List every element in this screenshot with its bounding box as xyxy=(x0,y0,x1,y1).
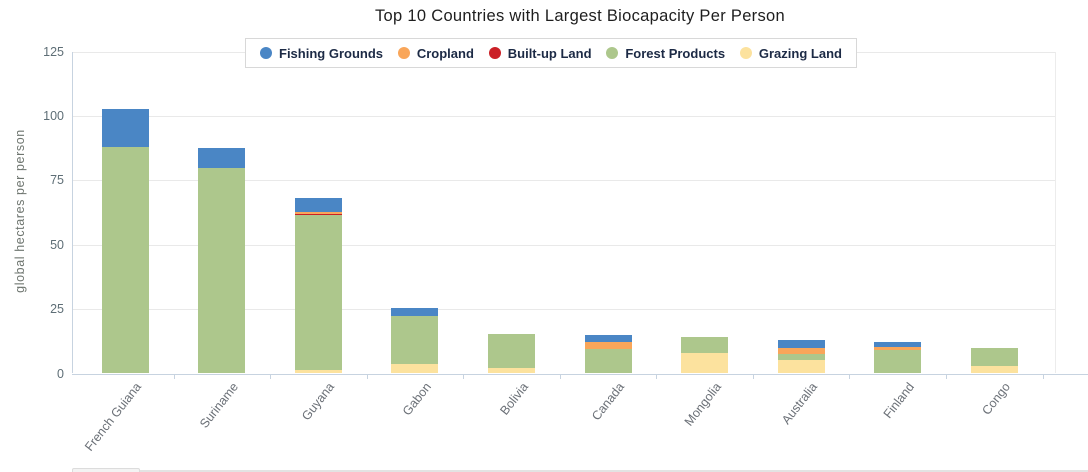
bar-segment-grazing_land-mongolia[interactable] xyxy=(681,352,729,374)
legend-label-built_up_land: Built-up Land xyxy=(507,45,592,61)
bar-segment-fishing_grounds-guyana[interactable] xyxy=(294,198,342,213)
legend-swatch-fishing_grounds xyxy=(260,47,272,59)
bar-segment-fishing_grounds-gabon[interactable] xyxy=(391,308,439,317)
gridline-y-25 xyxy=(72,309,1055,311)
x-axis-label-canada: Canada xyxy=(589,380,628,424)
x-axis-tick xyxy=(270,373,272,379)
x-axis-label-bolivia: Bolivia xyxy=(496,380,531,418)
plot-right-border xyxy=(1055,51,1056,374)
legend-swatch-cropland xyxy=(397,47,410,59)
legend-swatch-forest_products xyxy=(606,47,619,59)
x-axis-tick xyxy=(463,373,465,379)
bar-segment-forest_products-guyana[interactable] xyxy=(294,214,342,370)
bar-segment-forest_products-canada[interactable] xyxy=(584,349,632,374)
bar-segment-fishing_grounds-suriname[interactable] xyxy=(198,147,246,168)
legend-swatch-built_up_land xyxy=(488,47,501,59)
legend-swatch-grazing_land xyxy=(739,47,752,59)
bottom-scrollbar-thumb[interactable] xyxy=(72,468,140,472)
bottom-scrollbar-track[interactable] xyxy=(72,469,1088,472)
y-axis-line xyxy=(71,51,73,374)
x-axis-label-french-guiana: French Guiana xyxy=(82,380,145,454)
bar-segment-fishing_grounds-french-guiana[interactable] xyxy=(101,109,149,148)
bar-segment-forest_products-gabon[interactable] xyxy=(391,316,439,365)
bar-segment-fishing_grounds-australia[interactable] xyxy=(777,340,825,349)
bar-segment-cropland-canada[interactable] xyxy=(584,342,632,350)
bar-segment-forest_products-mongolia[interactable] xyxy=(681,336,729,353)
bar-segment-fishing_grounds-finland[interactable] xyxy=(874,341,922,348)
bar-segment-forest_products-french-guiana[interactable] xyxy=(101,147,149,374)
x-axis-tick xyxy=(366,373,368,379)
legend-label-grazing_land: Grazing Land xyxy=(758,45,842,61)
x-axis-tick xyxy=(559,373,561,379)
bar-segment-built_up_land-guyana[interactable] xyxy=(294,213,342,215)
bar-segment-cropland-australia[interactable] xyxy=(777,348,825,354)
gridline-y-75 xyxy=(72,180,1055,182)
x-axis-label-australia: Australia xyxy=(779,380,821,427)
bar-segment-cropland-finland[interactable] xyxy=(874,347,922,351)
y-tick-label-125: 125 xyxy=(43,44,64,59)
y-axis-title: global hectares per person xyxy=(13,129,27,293)
legend: Fishing Grounds Cropland Built-up Land Fore… xyxy=(245,38,857,68)
x-axis-line xyxy=(71,373,1088,375)
y-tick-label-0: 0 xyxy=(57,366,64,381)
bar-segment-fishing_grounds-canada[interactable] xyxy=(584,334,632,343)
bar-segment-forest_products-australia[interactable] xyxy=(777,353,825,361)
x-axis-label-congo: Congo xyxy=(979,380,1014,418)
chart-title: Top 10 Countries with Largest Biocapacit… xyxy=(375,7,785,25)
x-axis-label-finland: Finland xyxy=(880,380,917,421)
x-axis-label-guyana: Guyana xyxy=(299,380,338,424)
x-axis-label-suriname: Suriname xyxy=(196,380,241,431)
legend-item-forest_products[interactable]: Forest Products xyxy=(606,46,725,61)
bar-segment-forest_products-suriname[interactable] xyxy=(198,167,246,374)
gridline-y-100 xyxy=(72,116,1055,117)
legend-label-fishing_grounds: Fishing Grounds xyxy=(279,45,383,61)
x-axis-tick xyxy=(1042,373,1044,379)
legend-label-cropland: Cropland xyxy=(416,45,474,61)
legend-item-cropland[interactable]: Cropland xyxy=(397,45,474,61)
x-axis-tick xyxy=(945,373,947,379)
x-axis-tick xyxy=(173,373,175,379)
legend-label-forest_products: Forest Products xyxy=(625,45,726,61)
bar-segment-forest_products-finland[interactable] xyxy=(874,350,922,374)
legend-item-fishing_grounds[interactable]: Fishing Grounds xyxy=(260,46,383,61)
legend-item-grazing_land[interactable]: Grazing Land xyxy=(739,45,842,61)
x-axis-label-gabon: Gabon xyxy=(399,380,434,419)
bar-segment-cropland-guyana[interactable] xyxy=(294,212,342,214)
bar-segment-grazing_land-gabon[interactable] xyxy=(391,364,439,374)
bar-segment-grazing_land-bolivia[interactable] xyxy=(488,367,535,374)
x-axis-label-mongolia: Mongolia xyxy=(681,380,724,429)
x-axis-tick xyxy=(849,373,851,379)
y-tick-label-25: 25 xyxy=(50,302,64,317)
bar-segment-grazing_land-guyana[interactable] xyxy=(294,369,342,374)
gridline-y-50 xyxy=(72,244,1055,246)
y-tick-label-100: 100 xyxy=(43,109,64,123)
x-axis-tick xyxy=(752,373,754,379)
y-tick-label-75: 75 xyxy=(50,173,64,188)
bar-segment-grazing_land-australia[interactable] xyxy=(777,360,825,374)
y-tick-label-50: 50 xyxy=(50,237,64,252)
bar-segment-forest_products-congo[interactable] xyxy=(970,348,1018,366)
legend-item-built_up_land[interactable]: Built-up Land xyxy=(488,45,592,61)
x-axis-tick xyxy=(656,373,658,379)
bar-segment-grazing_land-congo[interactable] xyxy=(970,365,1018,374)
bar-segment-forest_products-bolivia[interactable] xyxy=(488,333,535,368)
